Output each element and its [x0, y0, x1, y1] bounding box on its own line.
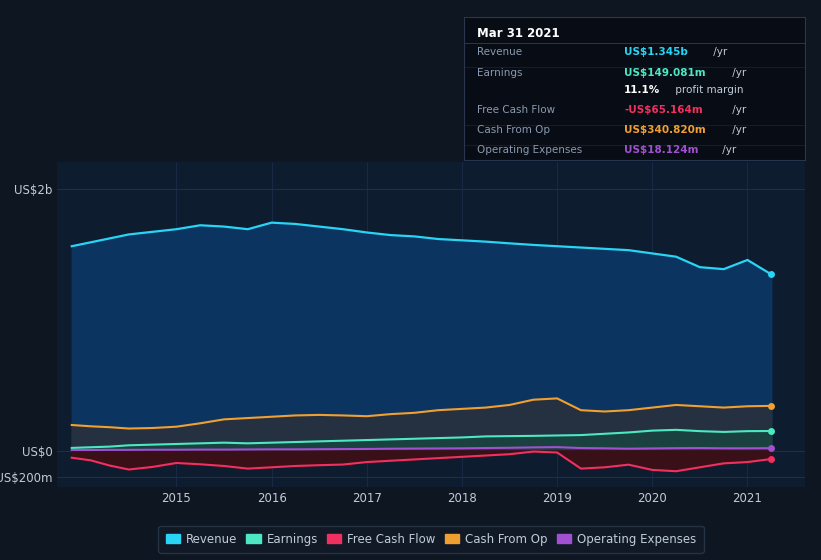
Text: Earnings: Earnings [478, 68, 523, 78]
Legend: Revenue, Earnings, Free Cash Flow, Cash From Op, Operating Expenses: Revenue, Earnings, Free Cash Flow, Cash … [158, 526, 704, 553]
Text: Cash From Op: Cash From Op [478, 125, 551, 136]
Text: -US$65.164m: -US$65.164m [624, 105, 703, 115]
Text: US$340.820m: US$340.820m [624, 125, 706, 136]
Text: 11.1%: 11.1% [624, 85, 660, 95]
Text: Free Cash Flow: Free Cash Flow [478, 105, 556, 115]
Text: /yr: /yr [729, 105, 746, 115]
Text: /yr: /yr [729, 68, 746, 78]
Text: US$18.124m: US$18.124m [624, 146, 699, 155]
Text: US$1.345b: US$1.345b [624, 47, 688, 57]
Text: /yr: /yr [729, 125, 746, 136]
Text: Operating Expenses: Operating Expenses [478, 146, 583, 155]
Text: US$149.081m: US$149.081m [624, 68, 705, 78]
Text: /yr: /yr [710, 47, 727, 57]
Text: profit margin: profit margin [672, 85, 743, 95]
Text: Mar 31 2021: Mar 31 2021 [478, 27, 560, 40]
Text: Revenue: Revenue [478, 47, 523, 57]
Text: /yr: /yr [719, 146, 736, 155]
